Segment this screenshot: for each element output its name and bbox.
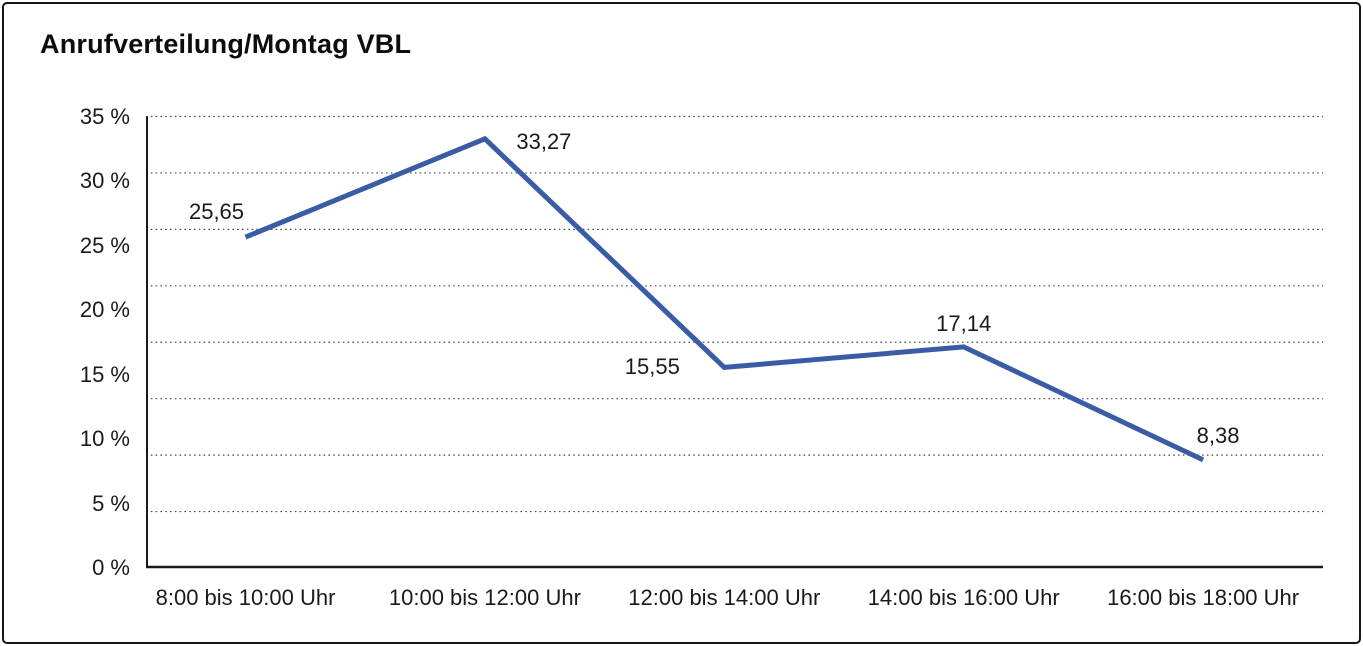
y-tick-label: 20 % [79, 297, 130, 322]
chart-title: Anrufverteilung/Montag VBL [40, 29, 412, 59]
data-value-label: 17,14 [936, 310, 992, 336]
x-tick-label: 16:00 bis 18:00 Uhr [1107, 584, 1300, 610]
y-tick-label: 10 % [79, 426, 130, 451]
x-tick-label: 10:00 bis 12:00 Uhr [388, 584, 581, 610]
y-tick-label: 0 % [92, 555, 130, 580]
y-tick-label: 5 % [92, 490, 130, 516]
data-value-label: 15,55 [624, 354, 680, 380]
y-tick-label: 15 % [79, 361, 130, 387]
y-tick-label: 25 % [79, 232, 130, 258]
x-tick-label: 8:00 bis 10:00 Uhr [155, 584, 336, 610]
y-tick-label: 35 % [79, 103, 130, 129]
data-value-label: 8,38 [1196, 422, 1240, 448]
data-line [244, 135, 1205, 463]
x-tick-label: 14:00 bis 16:00 Uhr [867, 584, 1060, 610]
data-value-label: 33,27 [516, 128, 572, 154]
y-tick-label: 30 % [79, 168, 130, 193]
x-tick-label: 12:00 bis 14:00 Uhr [628, 584, 821, 610]
data-value-label: 25,65 [188, 199, 245, 225]
